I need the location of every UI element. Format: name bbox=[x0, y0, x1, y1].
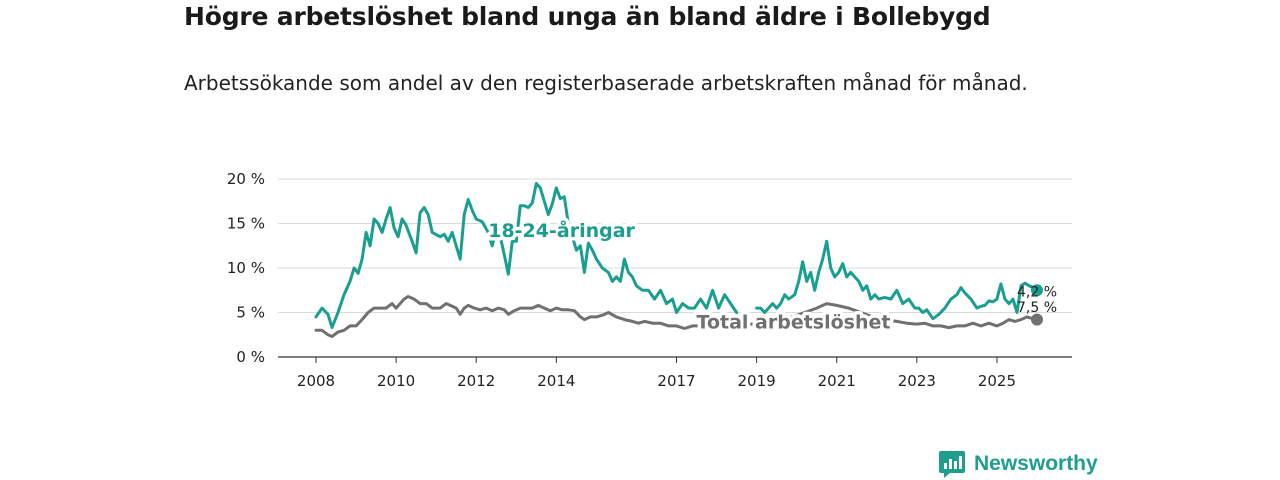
x-tick-label: 2008 bbox=[297, 372, 335, 390]
newsworthy-logo-icon bbox=[939, 451, 965, 478]
series-label-total-halo: Total arbetslöshet bbox=[697, 312, 891, 334]
chart-subtitle: Arbetssökande som andel av den registerb… bbox=[184, 71, 1028, 95]
x-tick-label: 2025 bbox=[978, 372, 1016, 390]
y-tick-label: 10 % bbox=[227, 259, 265, 277]
series-line-total bbox=[314, 295, 1039, 338]
x-tick-label: 2012 bbox=[457, 372, 495, 390]
series-label-18-24-halo: 18-24-åringar bbox=[488, 218, 635, 242]
end-point-total bbox=[1031, 313, 1043, 326]
y-tick-label: 15 % bbox=[227, 215, 265, 233]
series-line-18-24 bbox=[314, 182, 1039, 330]
x-tick-label: 2019 bbox=[738, 372, 776, 390]
series-label-18-24: 18-24-åringar bbox=[488, 218, 635, 242]
y-tick-label: 5 % bbox=[236, 304, 265, 322]
brand-name: Newsworthy bbox=[974, 452, 1098, 475]
end-label-18-24: 7,5 % bbox=[1017, 300, 1057, 316]
end-point-18-24 bbox=[1031, 284, 1043, 297]
chart-title: Högre arbetslöshet bland unga än bland ä… bbox=[184, 2, 991, 31]
x-tick-label: 2017 bbox=[657, 372, 695, 390]
end-label-total: 4,2 % bbox=[1017, 284, 1057, 300]
x-tick-label: 2021 bbox=[818, 372, 856, 390]
x-tick-label: 2023 bbox=[898, 372, 936, 390]
x-tick-label: 2014 bbox=[537, 372, 575, 390]
y-tick-label: 0 % bbox=[236, 348, 265, 366]
brand-logo: Newsworthy bbox=[938, 449, 1098, 479]
series-label-total: Total arbetslöshet bbox=[697, 312, 891, 334]
y-tick-label: 20 % bbox=[227, 170, 265, 188]
x-tick-label: 2010 bbox=[377, 372, 415, 390]
